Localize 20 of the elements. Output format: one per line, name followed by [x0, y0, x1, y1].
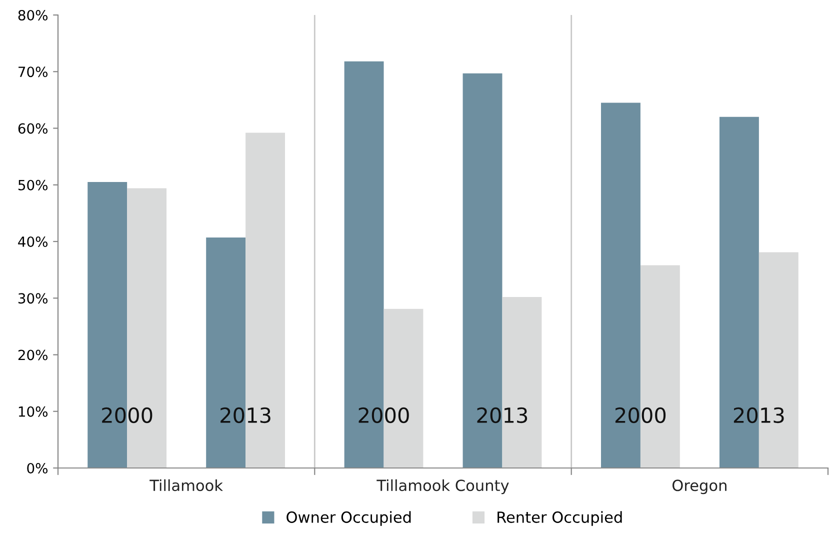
y-tick-label: 50% [18, 180, 48, 190]
y-tick-label: 0% [27, 462, 48, 474]
y-tick-label: 80% [18, 10, 48, 20]
x-tick-label: 2013 [220, 407, 270, 424]
y-tick-label: 10% [18, 406, 48, 417]
x-tick-label: 2000 [615, 407, 666, 424]
x-tick-label: 2000 [102, 407, 152, 424]
text: Oregon [672, 480, 726, 494]
x-tick-label: 2013 [734, 407, 784, 424]
legend-label: Renter Occupied [498, 511, 622, 526]
x-tick-label: 2000 [358, 407, 409, 424]
legend-label: Owner Occupied [286, 511, 411, 526]
y-tick-label: 20% [18, 350, 48, 360]
x-tick-label: 2013 [477, 407, 528, 424]
text: Tillamook [150, 479, 223, 492]
y-tick-label: 40% [18, 236, 48, 247]
text: Tillamook County [376, 479, 509, 494]
y-tick-label: 70% [18, 66, 48, 78]
y-tick-label: 60% [18, 123, 48, 134]
y-tick-label: 30% [18, 293, 48, 304]
